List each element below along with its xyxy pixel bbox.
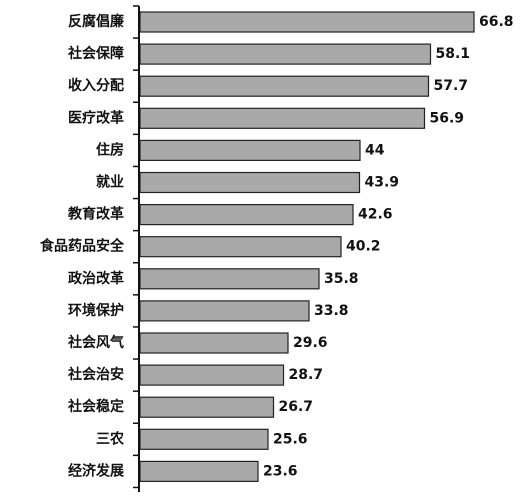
category-label: 医疗改革 (68, 109, 124, 126)
bar (139, 268, 320, 290)
category-label: 经济发展 (68, 462, 124, 479)
data-label: 25.6 (273, 431, 308, 447)
bar (139, 428, 269, 450)
data-label: 35.8 (324, 271, 359, 287)
data-label: 43.9 (365, 175, 400, 191)
data-label: 26.7 (279, 399, 314, 415)
category-label: 食品药品安全 (40, 238, 125, 255)
category-label: 就业 (96, 174, 124, 191)
category-label: 收入分配 (68, 77, 124, 94)
bar (139, 396, 275, 418)
y-axis-ticks (133, 5, 139, 489)
data-label: 40.2 (346, 239, 381, 255)
category-label: 社会风气 (67, 334, 124, 351)
bar (139, 460, 259, 482)
bar (139, 11, 475, 33)
bar (139, 139, 361, 161)
bar (139, 332, 289, 354)
bar (139, 364, 285, 386)
category-label: 反腐倡廉 (68, 13, 124, 30)
category-label: 住房 (96, 141, 124, 158)
data-label: 29.6 (293, 335, 328, 351)
bar (139, 107, 426, 129)
category-label: 三农 (96, 430, 125, 447)
data-label: 56.9 (430, 110, 465, 126)
bar (139, 236, 342, 258)
data-label: 23.6 (263, 463, 298, 479)
category-label: 社会保障 (67, 45, 124, 62)
bar (139, 300, 310, 322)
data-label: 58.1 (436, 46, 471, 62)
category-label: 社会稳定 (67, 398, 124, 415)
category-label: 教育改革 (68, 206, 124, 223)
bar (139, 204, 354, 226)
category-label: 政治改革 (68, 270, 124, 287)
category-label: 环境保护 (68, 302, 124, 319)
bar (139, 75, 430, 97)
data-label: 57.7 (434, 78, 469, 94)
labels-layer: 反腐倡廉 66.8 社会保障 58.1 收入分配 57.7 医疗改革 56.9 住房 44 就业 43… (40, 13, 514, 479)
bar (139, 171, 361, 194)
bar (139, 43, 432, 65)
data-label: 28.7 (289, 367, 324, 383)
data-label: 66.8 (479, 14, 514, 30)
data-label: 42.6 (358, 207, 393, 223)
data-label: 33.8 (314, 303, 349, 319)
category-label: 社会治安 (67, 366, 124, 383)
data-label: 44 (365, 142, 385, 158)
